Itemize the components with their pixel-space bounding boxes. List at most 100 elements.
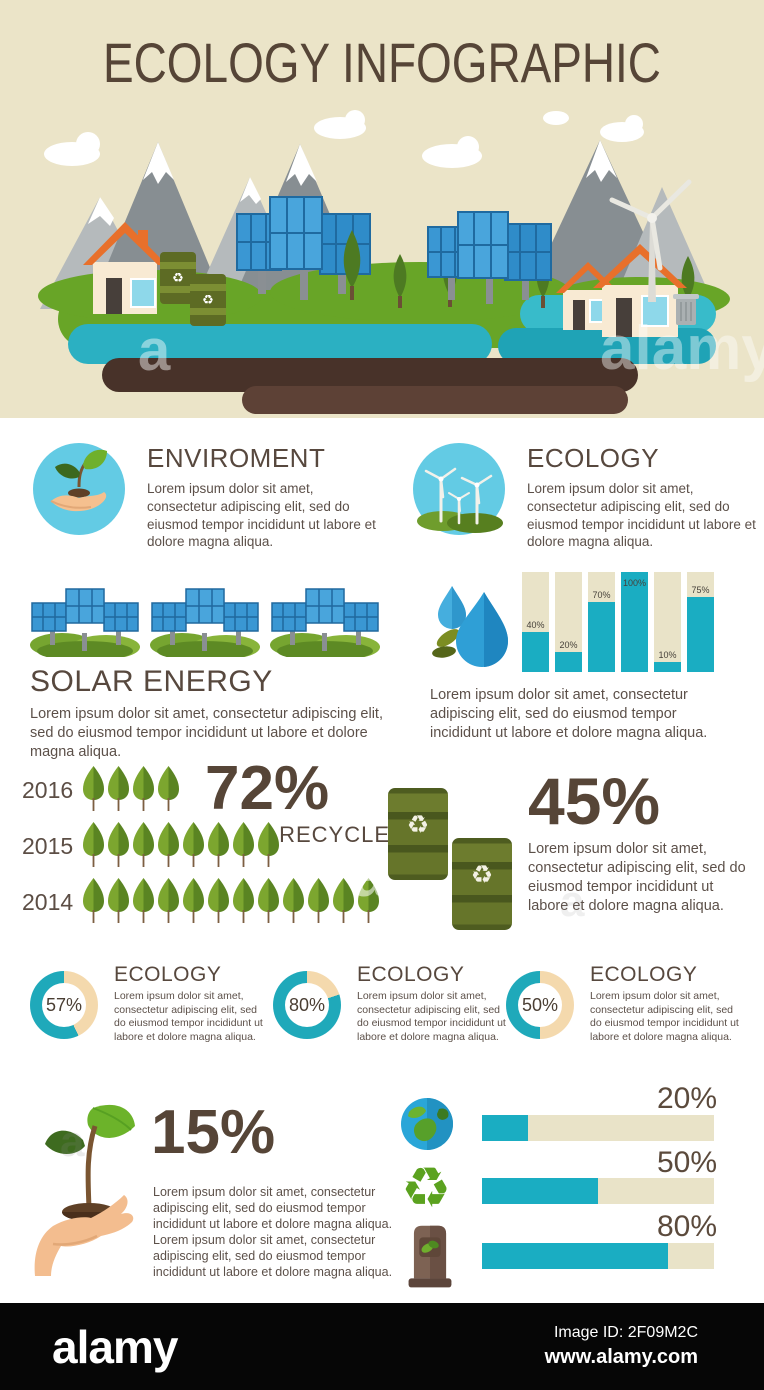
trees-chart-section: 2016 2015 2014 bbox=[22, 762, 380, 930]
bar-column: 40% bbox=[522, 572, 549, 672]
hbar-label: 80% bbox=[656, 1210, 717, 1243]
bar-column: 20% bbox=[555, 572, 582, 672]
stat-caption: RECYCLE bbox=[279, 822, 390, 847]
donut-chart: 80% bbox=[273, 971, 341, 1039]
donut-title: ECOLOGY bbox=[590, 963, 698, 986]
bar-value-label: 10% bbox=[658, 650, 677, 660]
hbar-fill bbox=[482, 1115, 529, 1141]
tree-icon bbox=[158, 822, 179, 867]
image-id: Image ID: 2F09M2C bbox=[553, 1324, 698, 1341]
bar-column: 70% bbox=[588, 572, 615, 672]
banner: ECOLOGY INFOGRAPHIC bbox=[0, 0, 764, 418]
tree-icon bbox=[108, 878, 129, 923]
bar-fill bbox=[687, 597, 714, 672]
barrel-icon: ♻ ♻ bbox=[160, 252, 226, 326]
trash-bin-icon bbox=[408, 1225, 452, 1288]
tree-icon bbox=[358, 878, 379, 923]
water-chart-section: 40% 20% 70% 100% 10% 75% Lorem ipsum dolor si… bbox=[430, 572, 740, 743]
trash-can-icon bbox=[673, 294, 699, 325]
tree-icon bbox=[233, 878, 254, 923]
tree-icon bbox=[83, 766, 104, 811]
tree-icon bbox=[158, 766, 179, 811]
page-title: ECOLOGY INFOGRAPHIC bbox=[103, 31, 661, 94]
bar-fill bbox=[555, 652, 582, 672]
wind-turbine-icon bbox=[609, 179, 692, 302]
water-chart-text: Lorem ipsum dolor sit amet, consectetur … bbox=[430, 687, 708, 742]
house-icon bbox=[83, 222, 167, 314]
bar-column: 75% bbox=[687, 572, 714, 672]
hbar-label: 50% bbox=[656, 1146, 717, 1179]
bar-column: 100% bbox=[621, 572, 648, 672]
solar-title: SOLAR ENERGY bbox=[30, 665, 273, 698]
solar-panels-row bbox=[30, 583, 400, 657]
bar-value-label: 100% bbox=[622, 578, 647, 588]
alamy-url[interactable]: www.alamy.com bbox=[544, 1346, 698, 1368]
tree-icon bbox=[333, 878, 354, 923]
donut-title: ECOLOGY bbox=[114, 963, 222, 986]
feature-text: Lorem ipsum dolor sit amet, consectetur … bbox=[527, 481, 756, 550]
growth-text: Lorem ipsum dolor sit amet, consectetur … bbox=[153, 1185, 393, 1231]
solar-energy-section: SOLAR ENERGY Lorem ipsum dolor sit amet,… bbox=[30, 583, 400, 762]
cloud-icon bbox=[44, 110, 644, 168]
solar-text: Lorem ipsum dolor sit amet, consectetur … bbox=[30, 706, 383, 761]
solar-panel-icon bbox=[236, 196, 371, 300]
year-label: 2015 bbox=[22, 833, 74, 859]
tree-icon bbox=[108, 822, 129, 867]
hbar-track bbox=[482, 1178, 714, 1204]
tree-icon bbox=[283, 878, 304, 923]
solar-panel-icon bbox=[427, 211, 552, 304]
stat-value: 45% bbox=[528, 764, 661, 838]
hbar-track bbox=[482, 1115, 714, 1141]
tree-icon bbox=[133, 822, 154, 867]
wind-turbines-icon bbox=[413, 443, 505, 535]
water-bar-chart: 40% 20% 70% 100% 10% 75% bbox=[522, 572, 714, 672]
growth-text: Lorem ipsum dolor sit amet, consectetur … bbox=[153, 1233, 393, 1279]
tree-icon bbox=[83, 822, 104, 867]
donut-card: 57% ECOLOGY Lorem ipsum dolor sit amet, … bbox=[30, 963, 266, 1045]
tree-icon bbox=[208, 878, 229, 923]
bar-value-label: 70% bbox=[592, 590, 611, 600]
hbar-fill bbox=[482, 1243, 668, 1269]
svg-text:♻: ♻ bbox=[202, 293, 214, 308]
tree-icon bbox=[133, 878, 154, 923]
tree-icon bbox=[258, 822, 279, 867]
tree-icon bbox=[208, 822, 229, 867]
tree-icon bbox=[183, 878, 204, 923]
bar-column: 10% bbox=[654, 572, 681, 672]
solar-panels-icon bbox=[30, 588, 140, 657]
landscape-illustration: ♻ ♻ bbox=[38, 110, 730, 414]
donut-percent: 57% bbox=[45, 994, 83, 1015]
donut-card: 50% ECOLOGY Lorem ipsum dolor sit amet, … bbox=[506, 963, 742, 1045]
bar-fill bbox=[621, 572, 648, 672]
recycle-glyph: ♻ bbox=[406, 810, 430, 839]
hbar-chart-section: 20% ♻ 50% 80% bbox=[396, 1082, 721, 1291]
tree-icon bbox=[308, 878, 329, 923]
tree-icon bbox=[258, 878, 279, 923]
alamy-footer-bar: alamy Image ID: 2F09M2C www.alamy.com bbox=[0, 1303, 764, 1390]
tree-pictograms bbox=[82, 877, 380, 924]
barrels-stat-section: 45% Lorem ipsum dolor sit amet, consecte… bbox=[528, 768, 753, 917]
tree-icon bbox=[158, 878, 179, 923]
barrels-text: Lorem ipsum dolor sit amet, consectetur … bbox=[528, 841, 746, 915]
growth-section: 15% Lorem ipsum dolor sit amet, consecte… bbox=[25, 1088, 392, 1298]
hand-plant-icon bbox=[33, 443, 125, 535]
feature-environment: ENVIROMENT Lorem ipsum dolor sit amet, c… bbox=[33, 443, 385, 551]
bar-value-label: 20% bbox=[559, 640, 578, 650]
hand-seedling-icon bbox=[34, 1104, 135, 1276]
stat-value: 15% bbox=[151, 1098, 276, 1167]
donut-text: Lorem ipsum dolor sit amet, consectetur … bbox=[114, 990, 263, 1043]
tree-icon bbox=[133, 766, 154, 811]
recycle-glyph: ♻ bbox=[470, 860, 494, 889]
feature-ecology: ECOLOGY Lorem ipsum dolor sit amet, cons… bbox=[413, 443, 764, 551]
bar-fill bbox=[522, 632, 549, 672]
bar-fill bbox=[654, 662, 681, 672]
water-drops-icon bbox=[432, 586, 509, 667]
feature-title: ECOLOGY bbox=[527, 443, 660, 473]
year-label: 2014 bbox=[22, 889, 74, 915]
bar-value-label: 75% bbox=[691, 585, 710, 595]
feature-text: Lorem ipsum dolor sit amet, consectetur … bbox=[147, 481, 376, 550]
hbar-track bbox=[482, 1243, 714, 1269]
tree-icon bbox=[108, 766, 129, 811]
tree-icon bbox=[233, 822, 254, 867]
